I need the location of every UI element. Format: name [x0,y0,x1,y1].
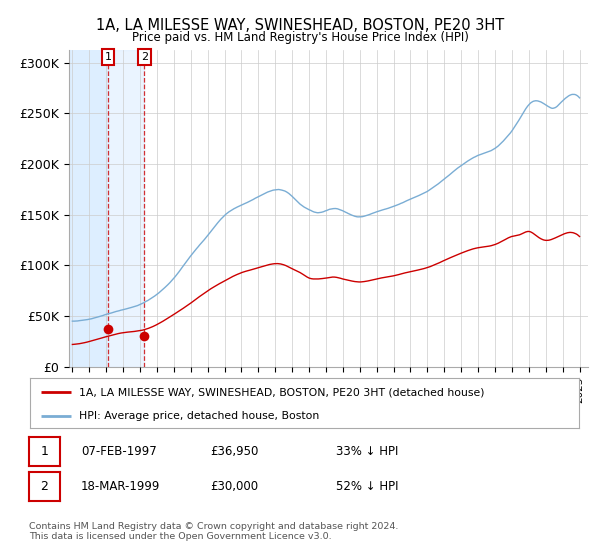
Text: 18-MAR-1999: 18-MAR-1999 [81,480,160,493]
Text: Price paid vs. HM Land Registry's House Price Index (HPI): Price paid vs. HM Land Registry's House … [131,31,469,44]
Text: 1: 1 [40,445,49,458]
Text: 52% ↓ HPI: 52% ↓ HPI [336,480,398,493]
Text: 1A, LA MILESSE WAY, SWINESHEAD, BOSTON, PE20 3HT (detached house): 1A, LA MILESSE WAY, SWINESHEAD, BOSTON, … [79,387,485,397]
Text: HPI: Average price, detached house, Boston: HPI: Average price, detached house, Bost… [79,411,320,421]
Bar [108,50,144,367]
Text: 2: 2 [40,480,49,493]
Text: Contains HM Land Registry data © Crown copyright and database right 2024.
This d: Contains HM Land Registry data © Crown c… [29,522,398,542]
Text: 07-FEB-1997: 07-FEB-1997 [81,445,157,458]
Text: £30,000: £30,000 [210,480,258,493]
Text: 1: 1 [104,52,112,62]
Bar [69,50,108,367]
Text: 2: 2 [140,52,148,62]
Text: £36,950: £36,950 [210,445,259,458]
Text: 33% ↓ HPI: 33% ↓ HPI [336,445,398,458]
Text: 1A, LA MILESSE WAY, SWINESHEAD, BOSTON, PE20 3HT: 1A, LA MILESSE WAY, SWINESHEAD, BOSTON, … [96,18,504,33]
